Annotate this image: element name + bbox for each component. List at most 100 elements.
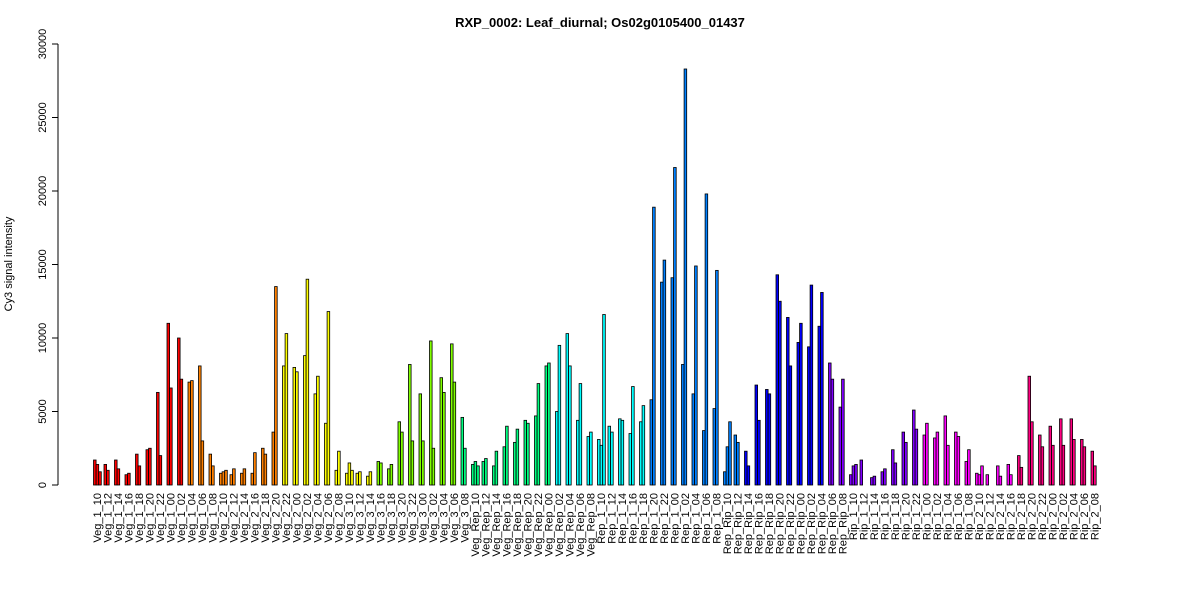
bar [295,371,299,486]
bar [578,383,583,486]
x-tick-label: Rep_Rip_12 [733,493,745,554]
x-tick-label: Rep_1_12 [607,493,619,544]
bar [854,464,858,486]
bar [557,344,562,486]
x-tick-label: Veg_2_02 [302,493,314,543]
x-tick-label: Veg_3_20 [397,493,409,543]
bar [946,444,950,486]
x-tick-label: Veg_Rep_16 [502,493,514,557]
bar [253,452,257,486]
bar [788,365,793,486]
bar [683,68,688,486]
bar [820,292,824,486]
x-tick-label: Veg_1_12 [103,493,115,543]
x-tick-label: Rip_2_14 [995,493,1007,540]
x-tick-label: Rip_2_08 [1090,493,1102,540]
bar [980,465,984,486]
bar [935,431,940,486]
x-tick-label: Rep_Rip_20 [775,493,787,554]
x-tick-label: Veg_3_14 [365,493,377,543]
x-tick-label: Veg_3_18 [386,493,398,543]
x-tick-label: Rep_Rip_06 [827,493,839,554]
x-tick-label: Veg_3_08 [460,493,472,543]
x-tick-label: Rep_1_16 [628,493,640,544]
x-tick-label: Veg_3_06 [449,493,461,543]
x-tick-label: Rip_1_06 [953,493,965,540]
x-tick-label: Veg_3_16 [376,493,388,543]
x-tick-label: Veg_1_10 [92,493,104,543]
bar [452,381,457,486]
x-tick-label: Veg_1_20 [145,493,157,543]
x-tick-label: Veg_2_08 [334,493,346,543]
y-tick-label: 20000 [37,176,49,207]
bar [389,464,394,486]
x-tick-label: Veg_2_18 [260,493,272,543]
x-tick-label: Rip_1_12 [859,493,871,540]
x-tick-label: Veg_3_12 [355,493,367,543]
bar [925,422,929,486]
bar [137,465,142,486]
x-tick-label: Rip_1_04 [943,493,955,540]
bar [494,450,499,486]
x-tick-label: Veg_2_14 [239,493,251,543]
x-tick-label: Rep_1_04 [691,493,703,544]
x-tick-label: Rip_2_10 [974,493,986,540]
x-tick-label: Rip_2_18 [1016,493,1028,540]
y-tick-label: 10000 [37,323,49,354]
bar [337,450,341,486]
bar [620,419,625,486]
bar [421,440,425,486]
x-tick-label: Rep_1_02 [680,493,692,544]
x-tick-label: Rep_Rip_22 [785,493,797,554]
x-tick-label: Rip_2_06 [1079,493,1091,540]
bar [442,391,446,486]
bar [715,269,719,486]
bar [641,405,646,486]
bar [673,167,677,486]
bar [526,422,530,486]
x-tick-label: Rep_Rip_14 [743,493,755,554]
bar [1093,465,1097,486]
x-tick-label: Veg_1_16 [124,493,136,543]
bar [1030,421,1034,486]
bar [379,462,383,486]
x-tick-label: Veg_Rep_00 [544,493,556,557]
chart-title: RXP_0002: Leaf_diurnal; Os02g0105400_014… [455,15,745,30]
x-tick-label: Veg_1_22 [155,493,167,543]
bar [610,431,614,486]
x-tick-label: Veg_Rep_06 [575,493,587,557]
bar [568,365,572,486]
x-axis-labels: Veg_1_10Veg_1_12Veg_1_14Veg_1_16Veg_1_18… [92,493,1102,557]
x-tick-label: Rip_1_02 [932,493,944,540]
x-tick-label: Veg_Rep_02 [554,493,566,557]
bar [368,471,373,486]
x-tick-label: Rip_1_18 [890,493,902,540]
y-tick-label: 15000 [37,249,49,280]
bar [400,431,404,486]
y-tick-label: 0 [37,482,49,488]
x-tick-label: Rep_Rip_08 [838,493,850,554]
bar [169,387,173,486]
bar [704,193,709,486]
y-tick-label: 30000 [37,29,49,60]
bar [198,365,202,486]
x-tick-label: Rep_Rip_10 [722,493,734,554]
x-tick-label: Rip_2_16 [1006,493,1018,540]
bar [998,475,1003,486]
bar [662,259,667,486]
bar [872,475,877,486]
bar [1061,444,1066,486]
x-tick-label: Rip_2_00 [1048,493,1060,540]
x-tick-label: Rep_Rip_04 [817,493,829,554]
x-tick-label: Rep_Rip_16 [754,493,766,554]
x-tick-label: Veg_1_02 [176,493,188,543]
x-tick-label: Veg_2_22 [281,493,293,543]
x-tick-label: Rip_1_10 [848,493,860,540]
x-tick-label: Veg_3_04 [439,493,451,543]
bar [350,469,354,486]
x-tick-label: Veg_1_08 [208,493,220,543]
bar [431,447,436,486]
x-tick-label: Rep_Rip_18 [764,493,776,554]
x-tick-label: Veg_3_22 [407,493,419,543]
